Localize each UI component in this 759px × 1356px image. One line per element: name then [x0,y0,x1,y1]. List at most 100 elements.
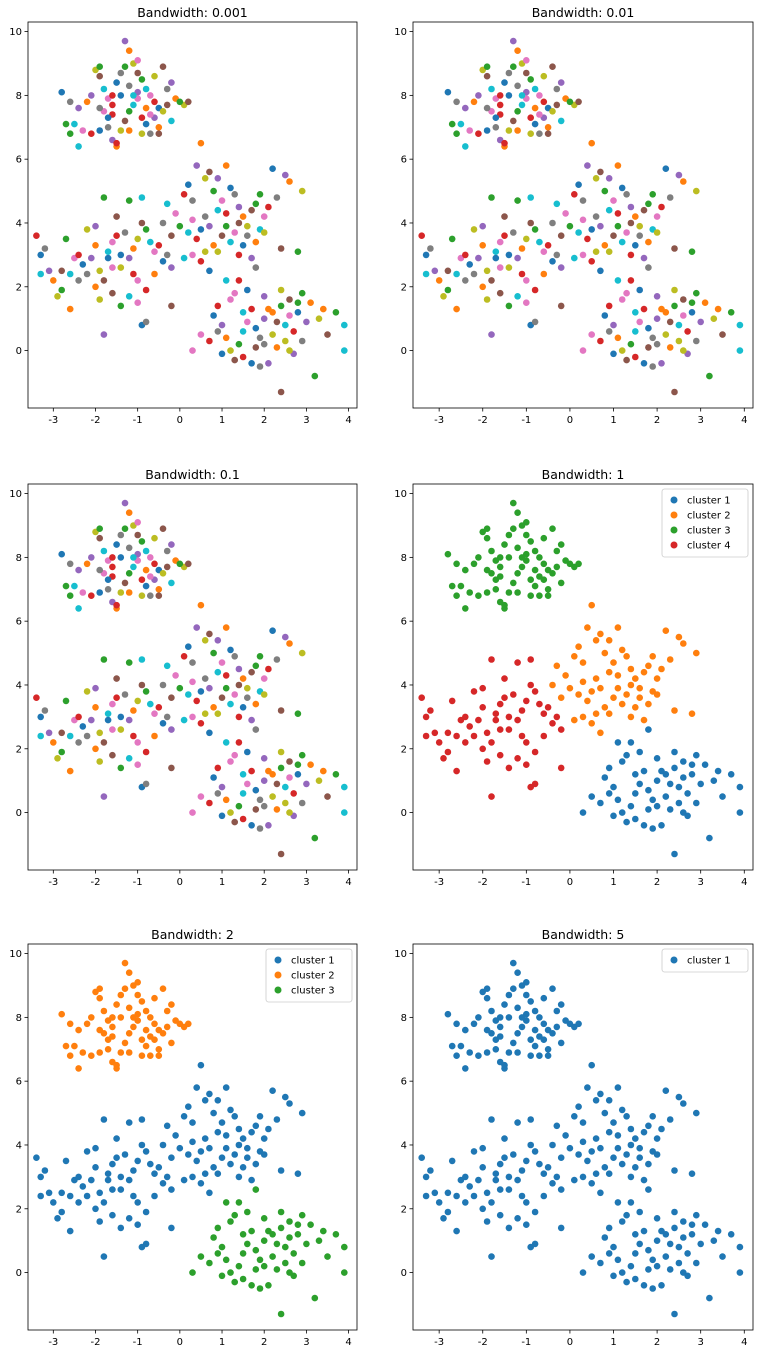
scatter-point [540,72,548,80]
scatter-point [286,809,293,816]
scatter-point [531,1240,539,1248]
y-tick-label: 4 [401,680,407,691]
chart-title: Bandwidth: 5 [542,927,625,942]
scatter-point [479,684,487,692]
scatter-point [544,124,552,131]
scatter-point [294,248,302,255]
scatter-point [273,1240,281,1248]
y-tick-label: 10 [9,489,22,500]
scatter-point [514,716,521,724]
x-tick-label: -2 [90,877,100,888]
scatter-point [571,254,578,262]
y-tick-label: 2 [401,1204,407,1215]
scatter-point [117,127,125,134]
scatter-point [627,802,635,810]
scatter-point [496,1160,504,1168]
scatter-point [623,191,630,198]
scatter-point [163,1007,171,1015]
scatter-point [75,1173,82,1181]
legend-label: cluster 1 [291,956,335,967]
scatter-point [58,550,65,558]
scatter-point [231,691,238,698]
scatter-point [557,302,565,310]
axes-frame [412,483,754,871]
scatter-point [614,1132,622,1139]
scatter-point [130,270,137,278]
scatter-point [113,79,120,86]
scatter-point [41,1167,49,1174]
scatter-point [518,1192,526,1200]
scatter-point [117,92,125,99]
scatter-point [675,783,683,791]
scatter-point [719,793,726,800]
scatter-point [298,751,306,759]
scatter-point [252,324,260,332]
scatter-point [557,264,565,271]
scatter-point [96,1049,103,1056]
scatter-point [214,206,222,214]
scatter-point [714,767,722,775]
scatter-point [618,700,626,708]
x-tick-label: 1 [219,1337,225,1348]
scatter-point [483,1189,491,1197]
scatter-point [514,509,521,516]
scatter-point [536,592,543,599]
scatter-point [610,1154,617,1161]
scatter-point [649,334,656,342]
legend-label: cluster 2 [687,511,731,522]
scatter-point [640,1128,648,1136]
scatter-point [610,1243,617,1251]
scatter-point [496,1211,504,1219]
scatter-point [557,117,565,125]
scatter-point [527,1141,534,1149]
scatter-point [488,331,495,338]
scatter-point [453,560,460,568]
scatter-point [142,1042,150,1050]
scatter-point [252,726,260,733]
scatter-point [71,1042,78,1050]
scatter-point [180,716,188,724]
scatter-point [653,213,661,220]
scatter-point [79,589,87,596]
scatter-point [244,222,251,230]
scatter-point [45,267,53,275]
scatter-point [298,649,306,657]
scatter-point [235,251,243,259]
scatter-point [462,713,469,721]
scatter-point [453,305,460,313]
scatter-point [159,1030,167,1037]
scatter-point [540,270,548,278]
scatter-point [553,662,561,670]
scatter-point [675,799,683,807]
scatter-point [557,1001,565,1008]
scatter-point [636,748,643,756]
scatter-point [104,586,112,593]
scatter-point [557,1154,565,1161]
scatter-point [58,1010,65,1018]
scatter-point [714,305,722,313]
scatter-point [104,254,112,262]
scatter-point [252,786,260,794]
scatter-point [88,92,95,99]
scatter-point [448,582,456,590]
scatter-point [684,1250,691,1257]
scatter-point [130,245,137,252]
scatter-point [531,1208,539,1216]
scatter-point [286,1100,293,1107]
scatter-point [239,213,247,220]
scatter-point [66,560,74,568]
scatter-point [100,547,108,555]
scatter-point [588,1148,595,1155]
scatter-point [320,305,327,313]
scatter-point [206,1144,213,1152]
scatter-point [518,270,526,278]
scatter-point [462,104,469,112]
scatter-point [332,309,340,316]
scatter-point [662,627,670,634]
scatter-point [557,1224,565,1232]
scatter-point [222,1256,230,1264]
scatter-point [549,681,556,689]
scatter-point [448,1042,456,1050]
scatter-point [121,37,129,45]
scatter-point [523,299,530,307]
